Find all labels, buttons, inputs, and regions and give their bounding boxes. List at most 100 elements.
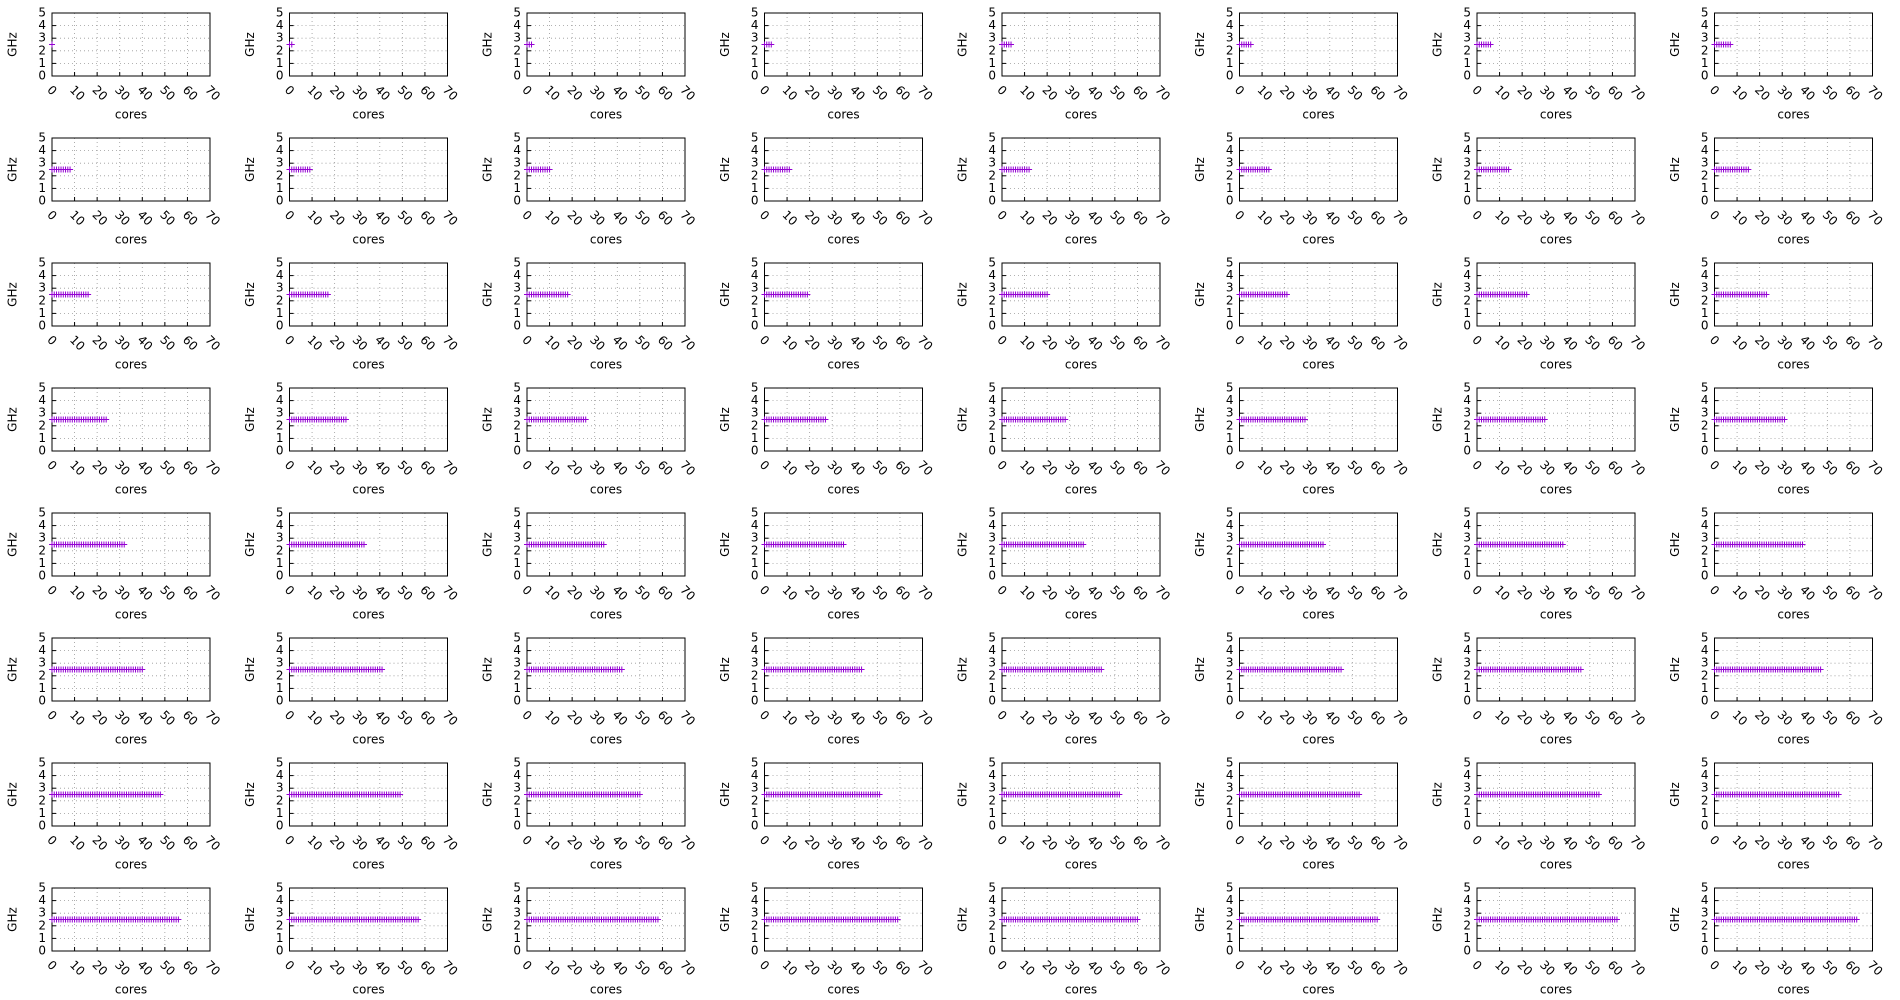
x-tick-label: 50 [157, 83, 178, 104]
x-tick-label: 60 [417, 833, 438, 854]
x-axis-label: cores [827, 358, 859, 372]
point [1301, 416, 1308, 423]
x-tick-label: 30 [1300, 833, 1321, 854]
y-tick-label: 3 [276, 531, 284, 545]
x-tick-label: 40 [1797, 958, 1818, 979]
x-tick-label: 50 [1582, 708, 1603, 729]
y-tick-label: 4 [276, 143, 284, 157]
y-tick-label: 2 [1463, 668, 1471, 682]
point [600, 541, 607, 548]
y-axis-label: GHz [718, 407, 732, 432]
y-tick-label: 2 [1226, 43, 1234, 57]
y-tick-label: 2 [276, 418, 284, 432]
x-tick-label: 60 [1842, 833, 1863, 854]
x-tick-label: 10 [1254, 208, 1275, 229]
x-tick-label: 40 [372, 208, 393, 229]
y-tick-label: 2 [751, 43, 759, 57]
y-tick-label: 5 [1701, 381, 1709, 395]
y-tick-label: 1 [513, 306, 521, 320]
x-tick-label: 0 [44, 83, 59, 98]
y-tick-label: 2 [38, 418, 46, 432]
x-tick-label: 60 [180, 833, 201, 854]
x-tick-label: 20 [327, 583, 348, 604]
x-tick-label: 60 [417, 208, 438, 229]
x-tick-label: 30 [825, 833, 846, 854]
x-axis-label: cores [115, 233, 147, 247]
x-tick-label: 10 [779, 708, 800, 729]
x-tick-label: 70 [1865, 583, 1886, 604]
x-tick-label: 20 [90, 83, 111, 104]
point [768, 41, 775, 48]
y-axis-label: GHz [6, 907, 20, 932]
x-tick-label: 70 [1152, 833, 1173, 854]
y-tick-label: 2 [1701, 543, 1709, 557]
y-tick-label: 2 [988, 293, 996, 307]
y-tick-label: 1 [751, 556, 759, 570]
y-tick-label: 3 [1463, 906, 1471, 920]
x-tick-label: 60 [417, 333, 438, 354]
y-tick-label: 3 [1463, 406, 1471, 420]
x-tick-label: 60 [1842, 208, 1863, 229]
x-tick-label: 10 [542, 208, 563, 229]
x-tick-label: 50 [870, 458, 891, 479]
x-tick-label: 10 [67, 458, 88, 479]
point [1817, 666, 1824, 673]
point [1577, 666, 1584, 673]
y-tick-label: 0 [988, 694, 996, 708]
y-tick-label: 1 [751, 681, 759, 695]
x-tick-label: 30 [1537, 958, 1558, 979]
y-tick-label: 1 [1463, 556, 1471, 570]
y-tick-label: 5 [1463, 381, 1471, 395]
x-tick-label: 0 [44, 458, 59, 473]
x-tick-label: 30 [1300, 958, 1321, 979]
x-tick-label: 50 [1107, 958, 1128, 979]
x-tick-label: 40 [1322, 708, 1343, 729]
y-tick-label: 0 [1463, 569, 1471, 583]
x-tick-label: 10 [1729, 958, 1750, 979]
y-tick-label: 5 [513, 506, 521, 520]
y-tick-label: 1 [513, 931, 521, 945]
x-axis-label: cores [352, 733, 384, 747]
y-tick-label: 0 [276, 69, 284, 83]
x-tick-label: 20 [90, 708, 111, 729]
x-axis-label: cores [1302, 858, 1334, 872]
x-tick-label: 20 [802, 958, 823, 979]
x-tick-label: 20 [565, 958, 586, 979]
x-tick-label: 10 [1017, 833, 1038, 854]
x-tick-label: 0 [519, 208, 534, 223]
x-tick-label: 60 [1130, 83, 1151, 104]
x-tick-label: 30 [587, 958, 608, 979]
y-tick-label: 4 [276, 768, 284, 782]
x-tick-label: 50 [1107, 583, 1128, 604]
point [840, 541, 847, 548]
x-tick-label: 60 [1367, 958, 1388, 979]
x-axis-label: cores [590, 733, 622, 747]
y-axis-label: GHz [718, 282, 732, 307]
y-tick-label: 5 [751, 131, 759, 145]
x-tick-label: 30 [1062, 83, 1083, 104]
x-tick-label: 30 [1775, 83, 1796, 104]
x-tick-label: 50 [157, 208, 178, 229]
y-tick-label: 1 [1701, 431, 1709, 445]
x-tick-label: 40 [847, 708, 868, 729]
x-tick-label: 40 [1560, 958, 1581, 979]
x-axis-label: cores [352, 108, 384, 122]
y-tick-label: 3 [988, 31, 996, 45]
x-tick-label: 60 [1842, 458, 1863, 479]
y-tick-label: 1 [1226, 806, 1234, 820]
y-tick-label: 0 [38, 819, 46, 833]
x-tick-label: 0 [1469, 833, 1484, 848]
x-tick-label: 40 [1560, 83, 1581, 104]
y-tick-label: 2 [513, 543, 521, 557]
x-tick-label: 40 [847, 833, 868, 854]
x-tick-label: 10 [542, 708, 563, 729]
x-tick-label: 20 [327, 458, 348, 479]
x-tick-label: 70 [1152, 583, 1173, 604]
x-tick-label: 70 [440, 208, 461, 229]
x-tick-label: 0 [1707, 583, 1722, 598]
x-tick-label: 40 [372, 958, 393, 979]
x-tick-label: 60 [417, 958, 438, 979]
x-tick-label: 70 [915, 458, 936, 479]
